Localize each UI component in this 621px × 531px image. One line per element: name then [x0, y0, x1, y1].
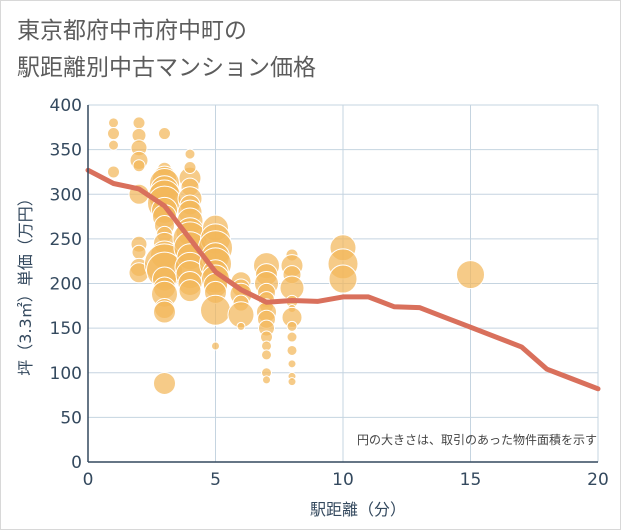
bubble-point — [286, 344, 298, 356]
bubble-point — [107, 127, 120, 141]
bubble-point — [108, 117, 119, 129]
chart-title-line-2: 駅距離別中古マンション価格 — [17, 55, 316, 81]
bubble-point — [178, 279, 202, 303]
y-tick-label: 400 — [50, 96, 82, 116]
bubble-point — [328, 264, 358, 294]
bubble-point — [262, 375, 271, 385]
x-tick-label: 10 — [332, 470, 354, 490]
bubble-point — [286, 331, 298, 343]
bubble-point — [184, 148, 196, 160]
bubble-point — [261, 349, 272, 361]
bubble-point — [211, 341, 220, 351]
bubble-point — [153, 371, 176, 395]
bubble-point — [153, 300, 176, 324]
x-axis-label: 駅距離（分） — [310, 500, 406, 519]
bubble-point — [286, 320, 298, 332]
trend-line — [85, 167, 601, 392]
y-tick-label: 0 — [71, 453, 82, 473]
bubble-point — [287, 377, 297, 387]
x-tick-label: 0 — [83, 470, 94, 490]
bubble-point — [131, 244, 147, 260]
axes — [87, 105, 598, 463]
x-tick-label: 20 — [587, 470, 609, 490]
bubble-point — [456, 260, 485, 290]
bubble-point — [107, 165, 120, 179]
chart-title: 東京都府中市府中町の 駅距離別中古マンション価格 — [17, 13, 316, 87]
bubble-size-note: 円の大きさは、取引のあった物件面積を示す — [357, 432, 597, 447]
bubble-point — [236, 321, 246, 331]
x-tick-label: 15 — [460, 470, 482, 490]
bubble-point — [108, 139, 119, 151]
y-tick-label: 150 — [50, 319, 82, 339]
y-tick-label: 250 — [50, 230, 82, 250]
bubble-point — [158, 127, 171, 141]
chart-title-line-1: 東京都府中市府中町の — [17, 18, 247, 44]
bubble-point — [132, 116, 146, 130]
trend-line-series — [85, 167, 601, 392]
bubble-point — [183, 160, 197, 174]
y-tick-label: 200 — [50, 275, 82, 295]
y-tick-label: 50 — [60, 408, 82, 428]
bubble-point — [200, 294, 231, 326]
y-tick-label: 300 — [50, 185, 82, 205]
bubble-point — [287, 359, 297, 369]
y-axis-label: 坪（3.3㎡）単価（万円） — [16, 190, 35, 375]
bubble-point — [132, 159, 146, 173]
y-tick-label: 100 — [50, 364, 82, 384]
y-tick-label: 350 — [50, 141, 82, 161]
x-tick-label: 5 — [210, 470, 221, 490]
bubble-series — [107, 116, 485, 395]
